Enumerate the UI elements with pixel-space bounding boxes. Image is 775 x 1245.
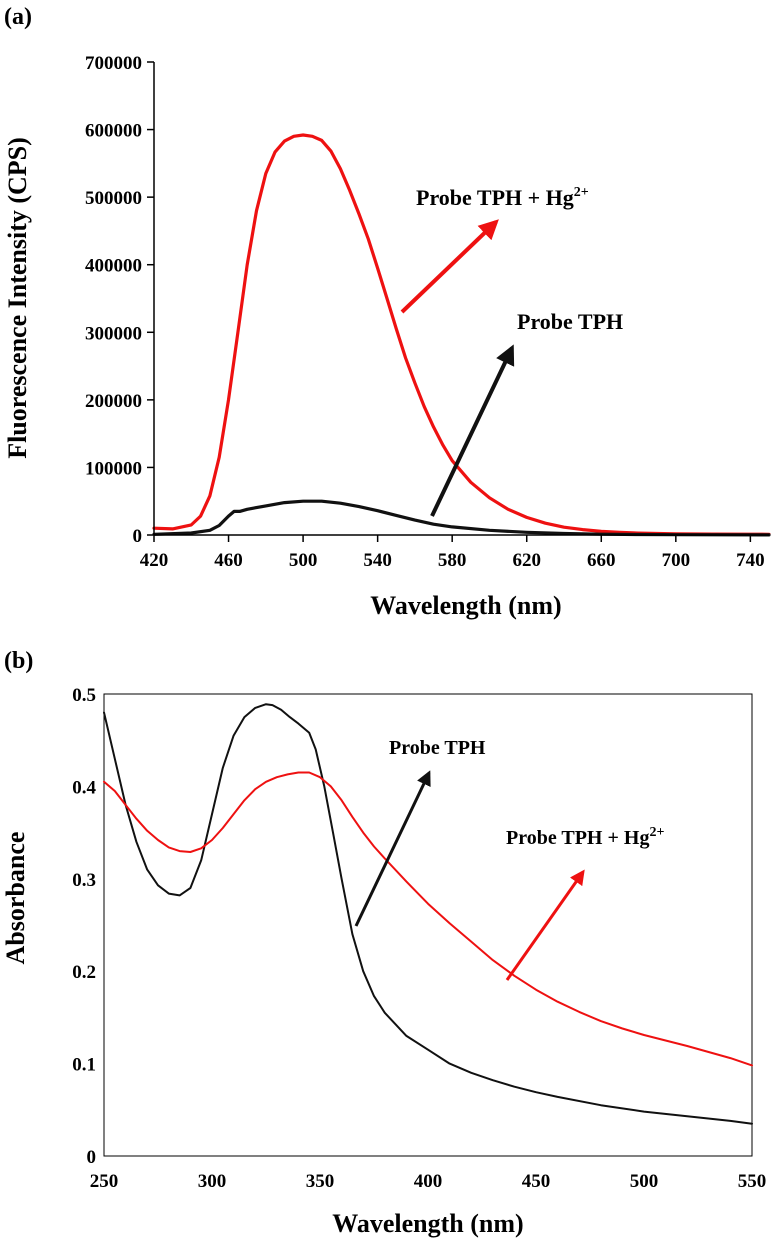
panel-b-y-ticks: 0 0.1 0.2 0.3 0.4 0.5 <box>72 685 96 1168</box>
panel-a-y-tick-label: 300000 <box>85 323 142 344</box>
panel-b-x-tick-label: 500 <box>630 1171 659 1192</box>
panel-b: (b) 0 0.1 0.2 0.3 0.4 0.5 250 300 350 400 450 500 5… <box>1 648 766 1238</box>
panel-a-y-tick-label: 0 <box>133 526 143 547</box>
panel-a-x-tick-label: 540 <box>363 550 392 571</box>
panel-a-x-tick-label: 580 <box>438 550 467 571</box>
panel-a-y-ticks: 0 100000 200000 300000 400000 500000 600000 700… <box>85 53 154 547</box>
panel-b-series <box>103 703 753 1125</box>
panel-a-y-tick-label: 700000 <box>85 53 142 74</box>
panel-b-y-tick-label: 0.3 <box>72 870 96 891</box>
panel-b-y-tick-label: 0 <box>87 1147 97 1168</box>
panel-a-label: (a) <box>4 4 32 30</box>
panel-a-x-ticks: 420 460 500 540 580 620 660 700 740 <box>140 535 765 571</box>
panel-a-arrow-probe <box>430 344 515 517</box>
panel-a-y-tick-label: 400000 <box>85 256 142 277</box>
panel-b-annotation-hg: Probe TPH + Hg2+ <box>506 825 664 849</box>
panel-a-y-tick-label: 500000 <box>85 188 142 209</box>
panel-a: (a) 0 100000 200000 300000 400000 500000 60000… <box>3 4 771 620</box>
panel-a-series-probe-tph <box>152 499 771 537</box>
panel-b-plot-frame <box>103 693 753 1157</box>
panel-a-series <box>152 133 771 537</box>
panel-b-annotation-probe: Probe TPH <box>389 737 486 759</box>
panel-a-x-tick-label: 500 <box>289 550 318 571</box>
panel-a-y-axis-title: Fluorescence Intensity (CPS) <box>3 137 32 459</box>
panel-a-x-tick-label: 620 <box>512 550 541 571</box>
panel-b-x-tick-label: 450 <box>522 1171 551 1192</box>
panel-a-x-tick-label: 420 <box>140 550 169 571</box>
panel-b-x-tick-label: 350 <box>306 1171 335 1192</box>
panel-b-y-tick-label: 0.4 <box>72 777 96 798</box>
panel-b-x-tick-label: 550 <box>738 1171 767 1192</box>
panel-a-annotation-hg: Probe TPH + Hg2+ <box>416 185 589 210</box>
panel-a-x-tick-label: 740 <box>736 550 765 571</box>
panel-b-x-tick-label: 250 <box>90 1171 119 1192</box>
panel-a-x-axis-title: Wavelength (nm) <box>370 591 561 620</box>
panel-a-annotation-probe: Probe TPH <box>517 309 623 334</box>
panel-a-y-tick-label: 100000 <box>85 458 142 479</box>
panel-b-y-tick-label: 0.1 <box>72 1055 96 1076</box>
panel-a-x-tick-label: 700 <box>662 550 691 571</box>
panel-b-y-axis-title: Absorbance <box>1 832 30 965</box>
panel-a-series-probe-tph-hg2 <box>152 133 771 536</box>
panel-b-x-ticks: 250 300 350 400 450 500 550 <box>90 1171 767 1192</box>
panel-b-arrow-hg <box>505 869 585 981</box>
panel-a-x-tick-label: 460 <box>214 550 243 571</box>
panel-b-label: (b) <box>4 648 33 674</box>
panel-a-arrow-hg <box>400 219 499 314</box>
panel-a-y-tick-label: 200000 <box>85 391 142 412</box>
panel-b-y-tick-label: 0.2 <box>72 962 96 983</box>
panel-b-y-tick-label: 0.5 <box>72 685 96 706</box>
panel-b-x-axis-title: Wavelength (nm) <box>332 1209 523 1238</box>
panel-b-series-probe-tph-hg2 <box>103 771 753 1067</box>
panel-b-series-probe-tph <box>103 703 753 1125</box>
panel-b-x-tick-label: 400 <box>414 1171 443 1192</box>
panel-a-y-tick-label: 600000 <box>85 121 142 142</box>
panel-b-arrow-probe <box>354 770 431 927</box>
panel-b-x-tick-label: 300 <box>198 1171 227 1192</box>
panel-a-x-tick-label: 660 <box>587 550 616 571</box>
